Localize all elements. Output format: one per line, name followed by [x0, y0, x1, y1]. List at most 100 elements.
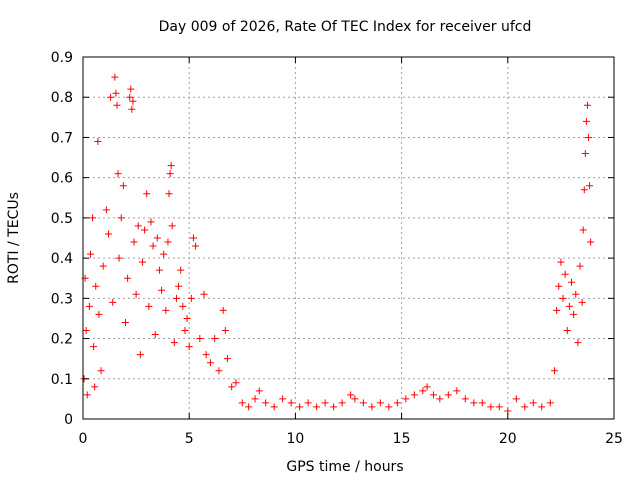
- data-point: [376, 399, 384, 407]
- data-point: [546, 399, 554, 407]
- data-point: [347, 391, 355, 399]
- data-point: [487, 403, 495, 411]
- data-point: [338, 399, 346, 407]
- data-point: [187, 294, 195, 302]
- data-point: [453, 387, 461, 395]
- data-point: [168, 222, 176, 230]
- data-point: [83, 391, 91, 399]
- data-point: [521, 403, 529, 411]
- x-tick-label: 25: [605, 431, 623, 447]
- data-point: [255, 387, 263, 395]
- data-point: [85, 302, 93, 310]
- data-points: [80, 73, 595, 415]
- data-point: [177, 266, 185, 274]
- data-point: [115, 254, 123, 262]
- data-point: [86, 250, 94, 258]
- data-point: [151, 331, 159, 339]
- grid: [83, 57, 614, 419]
- data-point: [429, 391, 437, 399]
- data-point: [128, 105, 136, 113]
- data-point: [410, 391, 418, 399]
- data-point: [359, 399, 367, 407]
- plot-frame: [82, 56, 615, 420]
- data-point: [111, 73, 119, 81]
- data-point: [94, 137, 102, 145]
- data-point: [175, 282, 183, 290]
- data-point: [112, 89, 120, 97]
- data-point: [130, 238, 138, 246]
- data-point: [223, 355, 231, 363]
- data-point: [478, 399, 486, 407]
- data-point: [583, 101, 591, 109]
- x-axis-label: GPS time / hours: [286, 459, 403, 475]
- data-point: [183, 314, 191, 322]
- data-point: [99, 262, 107, 270]
- data-point: [512, 395, 520, 403]
- data-point: [104, 230, 112, 238]
- data-point: [402, 395, 410, 403]
- data-point: [92, 282, 100, 290]
- data-point: [119, 182, 127, 190]
- data-point: [97, 367, 105, 375]
- data-point: [296, 403, 304, 411]
- x-tick-label: 20: [499, 431, 517, 447]
- data-point: [586, 182, 594, 190]
- data-point: [153, 234, 161, 242]
- data-point: [572, 290, 580, 298]
- data-point: [232, 379, 240, 387]
- data-point: [304, 399, 312, 407]
- data-point: [559, 294, 567, 302]
- data-point: [581, 150, 589, 158]
- data-point: [136, 351, 144, 359]
- data-point: [444, 391, 452, 399]
- data-point: [179, 302, 187, 310]
- data-point: [587, 238, 595, 246]
- y-tick-label: 0.9: [51, 50, 73, 66]
- data-point: [149, 242, 157, 250]
- y-tick-label: 0.4: [51, 251, 73, 267]
- data-point: [89, 214, 97, 222]
- y-tick-label: 0.6: [51, 171, 73, 187]
- data-point: [82, 327, 90, 335]
- data-point: [436, 395, 444, 403]
- data-point: [385, 403, 393, 411]
- data-point: [170, 339, 178, 347]
- data-point: [251, 395, 259, 403]
- data-point: [206, 359, 214, 367]
- data-point: [576, 262, 584, 270]
- data-point: [147, 218, 155, 226]
- data-point: [238, 399, 246, 407]
- data-point: [155, 266, 163, 274]
- y-tick-label: 0.3: [51, 291, 73, 307]
- data-point: [114, 170, 122, 178]
- x-tick-label: 5: [185, 431, 194, 447]
- data-point: [368, 403, 376, 411]
- data-point: [393, 399, 401, 407]
- data-point: [202, 351, 210, 359]
- data-point: [585, 133, 593, 141]
- data-point: [107, 93, 115, 101]
- data-point: [228, 383, 236, 391]
- data-point: [580, 186, 588, 194]
- x-tick-label: 15: [393, 431, 411, 447]
- data-point: [574, 339, 582, 347]
- data-point: [196, 335, 204, 343]
- data-point: [555, 282, 563, 290]
- data-point: [167, 162, 175, 170]
- data-point: [189, 234, 197, 242]
- y-axis-label: ROTI / TECUs: [6, 192, 22, 284]
- data-point: [117, 214, 125, 222]
- data-point: [124, 274, 132, 282]
- data-point: [215, 367, 223, 375]
- data-point: [568, 278, 576, 286]
- data-point: [172, 294, 180, 302]
- data-point: [211, 335, 219, 343]
- data-point: [553, 306, 561, 314]
- data-point: [313, 403, 321, 411]
- data-point: [551, 367, 559, 375]
- data-point: [102, 206, 110, 214]
- data-point: [262, 399, 270, 407]
- data-point: [529, 399, 537, 407]
- data-point: [570, 310, 578, 318]
